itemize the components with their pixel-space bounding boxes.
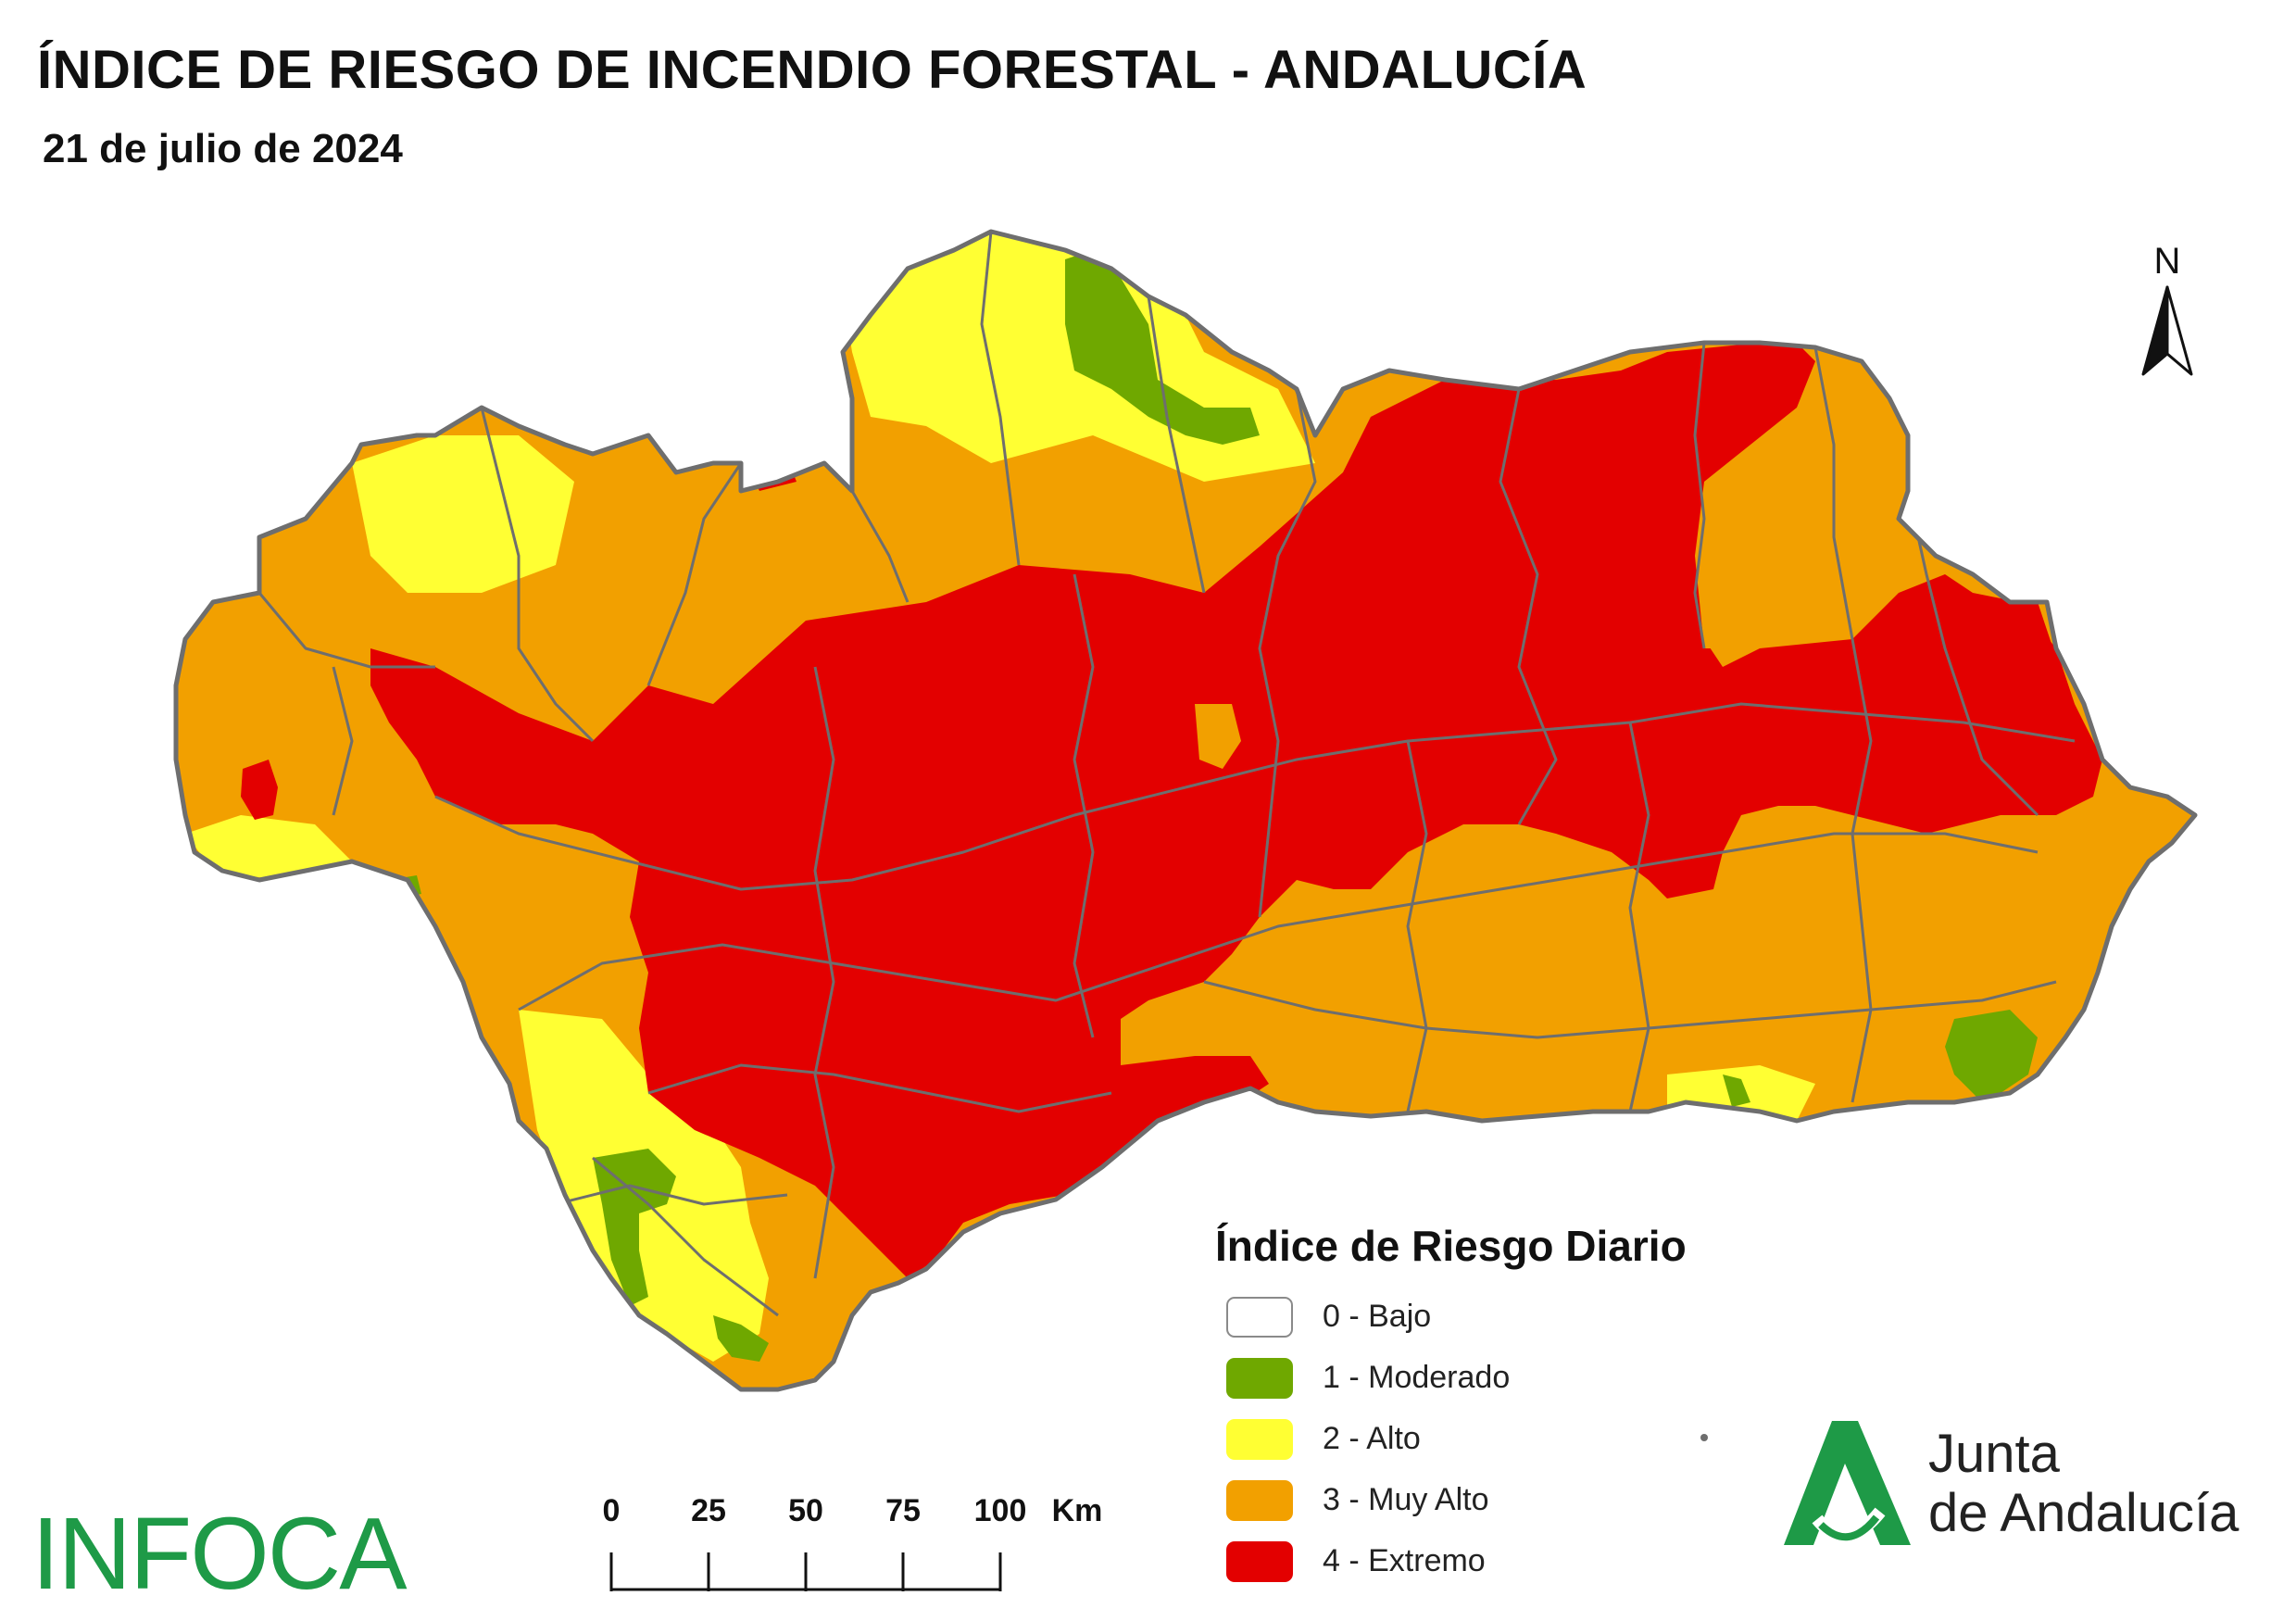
scale-label-0: 0 bbox=[602, 1493, 621, 1528]
map-date: 21 de julio de 2024 bbox=[43, 126, 403, 171]
moderado-zone-almeria bbox=[1945, 1010, 2038, 1102]
junta-line2: de Andalucía bbox=[1928, 1483, 2240, 1543]
legend-label-muy-alto: 3 - Muy Alto bbox=[1323, 1482, 1489, 1517]
moderado-zone-north bbox=[1065, 250, 1260, 445]
scale-label-100: 100 bbox=[973, 1493, 1027, 1528]
scale-label-75: 75 bbox=[885, 1493, 921, 1528]
legend-label-bajo: 0 - Bajo bbox=[1323, 1299, 1432, 1334]
legend-swatch-moderado bbox=[1226, 1358, 1293, 1399]
extremo-zone-central bbox=[370, 343, 2102, 1278]
moderado-zone-cadiz bbox=[593, 1149, 676, 1306]
municipal-boundaries bbox=[257, 232, 2076, 1317]
muy-alto-hole-granada bbox=[1704, 556, 1760, 667]
extremo-zone-east-strip bbox=[1936, 602, 2084, 760]
junta-logo-icon bbox=[1784, 1421, 1911, 1545]
legend-title: Índice de Riesgo Diario bbox=[1215, 1222, 1687, 1270]
legend-label-alto: 2 - Alto bbox=[1323, 1421, 1421, 1456]
map-dot bbox=[1700, 1434, 1708, 1441]
infoca-logo: INFOCA bbox=[31, 1497, 408, 1611]
legend-label-extremo: 4 - Extremo bbox=[1323, 1543, 1486, 1578]
map-title: ÍNDICE DE RIESGO DE INCENDIO FORESTAL - … bbox=[37, 40, 1587, 100]
moderado-zone-motril bbox=[1723, 1074, 1750, 1107]
scale-label-25: 25 bbox=[691, 1493, 726, 1528]
scale-bar-ruler bbox=[609, 1552, 1002, 1591]
junta-de-andalucia-logo: Junta de Andalucía bbox=[1776, 1415, 2258, 1554]
junta-line1: Junta bbox=[1928, 1424, 2060, 1484]
alto-zone-west bbox=[352, 435, 574, 593]
alto-zone-coast-west bbox=[185, 815, 352, 880]
legend-swatch-extremo bbox=[1226, 1541, 1293, 1582]
north-arrow: N bbox=[2130, 243, 2204, 386]
legend-swatch-bajo bbox=[1226, 1297, 1293, 1338]
muy-alto-hole-jaen bbox=[1195, 704, 1241, 769]
north-arrow-icon bbox=[2141, 285, 2193, 376]
legend: Índice de Riesgo Diario 0 - Bajo 1 - Mod… bbox=[1215, 1221, 1687, 1582]
extremo-zone-west-spot bbox=[241, 760, 278, 820]
moderado-zone-tarifa bbox=[713, 1315, 769, 1362]
scale-bar: 0 25 50 75 100 Km bbox=[593, 1493, 1111, 1595]
north-label: N bbox=[2153, 241, 2181, 282]
scale-label-50: 50 bbox=[788, 1493, 823, 1528]
legend-swatch-muy-alto bbox=[1226, 1480, 1293, 1521]
legend-label-moderado: 1 - Moderado bbox=[1323, 1360, 1511, 1395]
scale-unit: Km bbox=[1051, 1493, 1103, 1528]
legend-swatch-alto bbox=[1226, 1419, 1293, 1460]
